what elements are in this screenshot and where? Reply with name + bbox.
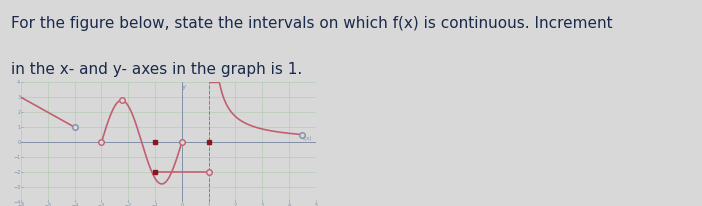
Text: For the figure below, state the intervals on which f(x) is continuous. Increment: For the figure below, state the interval… — [11, 16, 612, 32]
Text: in the x- and y- axes in the graph is 1.: in the x- and y- axes in the graph is 1. — [11, 62, 302, 77]
Text: y: y — [182, 84, 186, 90]
Text: f(x): f(x) — [303, 136, 312, 141]
